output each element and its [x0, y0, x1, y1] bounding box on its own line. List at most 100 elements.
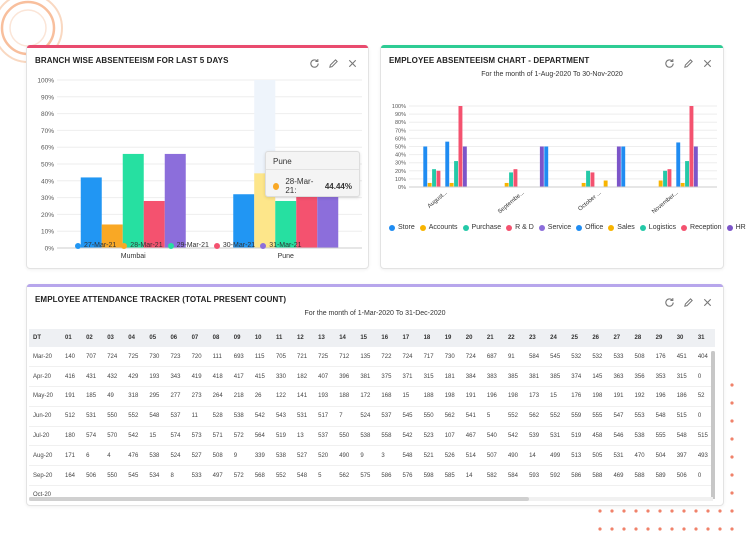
close-icon[interactable] — [702, 56, 713, 68]
bar[interactable] — [590, 172, 595, 187]
column-header[interactable]: 09 — [229, 329, 251, 347]
refresh-icon[interactable] — [309, 56, 320, 68]
table-cell: 576 — [398, 465, 420, 487]
scrollbar-thumb[interactable] — [711, 351, 715, 499]
column-header[interactable]: 16 — [377, 329, 399, 347]
bar[interactable] — [233, 194, 255, 248]
column-header[interactable]: 11 — [271, 329, 294, 347]
legend-item[interactable]: 28-Mar-21 — [121, 242, 163, 249]
bar[interactable] — [449, 182, 454, 187]
legend-item[interactable]: 31-Mar-21 — [260, 242, 301, 249]
legend-item[interactable]: R & D — [506, 224, 534, 231]
bar[interactable] — [80, 177, 102, 248]
bar[interactable] — [539, 146, 544, 188]
column-header[interactable]: 20 — [461, 329, 483, 347]
column-header[interactable]: 15 — [356, 329, 378, 347]
close-icon[interactable] — [702, 295, 713, 307]
horizontal-scrollbar[interactable] — [29, 497, 713, 501]
column-header[interactable]: 02 — [82, 329, 104, 347]
column-header[interactable]: DT — [29, 329, 61, 347]
legend-item[interactable]: Store — [389, 224, 415, 231]
column-header[interactable]: 30 — [672, 329, 694, 347]
column-header[interactable]: 14 — [335, 329, 357, 347]
bar[interactable] — [101, 224, 123, 248]
column-header[interactable]: 29 — [651, 329, 673, 347]
column-header[interactable]: 05 — [145, 329, 167, 347]
bar[interactable] — [693, 146, 698, 188]
bar[interactable] — [275, 200, 297, 248]
column-header[interactable]: 19 — [440, 329, 462, 347]
bar[interactable] — [458, 106, 463, 187]
bar[interactable] — [658, 180, 663, 187]
bar[interactable] — [436, 170, 441, 187]
bar[interactable] — [616, 146, 621, 188]
bar[interactable] — [676, 142, 681, 187]
x-category-label: October ... — [577, 190, 603, 213]
legend-item[interactable]: Service — [538, 224, 571, 231]
column-header[interactable]: 27 — [609, 329, 631, 347]
legend-item[interactable]: 29-Mar-21 — [167, 242, 209, 249]
bar[interactable] — [423, 146, 428, 188]
bar[interactable] — [454, 161, 458, 187]
legend-item[interactable]: Purchase — [462, 224, 501, 231]
edit-icon[interactable] — [683, 56, 694, 68]
bar[interactable] — [603, 180, 608, 187]
bar[interactable] — [581, 182, 586, 187]
column-header[interactable]: 28 — [630, 329, 652, 347]
column-header[interactable]: 18 — [419, 329, 441, 347]
column-header[interactable]: 03 — [103, 329, 125, 347]
scrollbar-thumb[interactable] — [29, 497, 529, 501]
column-header[interactable]: 01 — [61, 329, 83, 347]
bar[interactable] — [680, 182, 685, 187]
bar[interactable] — [513, 169, 518, 187]
bar[interactable] — [432, 169, 436, 187]
legend-item[interactable]: HR — [726, 224, 746, 231]
edit-icon[interactable] — [683, 295, 694, 307]
column-header[interactable]: 12 — [293, 329, 315, 347]
vertical-scrollbar[interactable] — [711, 351, 715, 499]
bar[interactable] — [427, 182, 432, 187]
refresh-icon[interactable] — [664, 56, 675, 68]
legend-item[interactable]: 27-Mar-21 — [75, 242, 116, 249]
edit-icon[interactable] — [328, 56, 339, 68]
column-header[interactable]: 31 — [693, 329, 715, 347]
legend-item[interactable]: Reception — [681, 224, 722, 231]
column-header[interactable]: 07 — [187, 329, 209, 347]
legend-item[interactable]: Accounts — [419, 224, 458, 231]
column-header[interactable]: 22 — [503, 329, 526, 347]
close-icon[interactable] — [347, 56, 358, 68]
bar[interactable] — [689, 106, 694, 187]
bar[interactable] — [122, 153, 144, 248]
legend-item[interactable]: 30-Mar-21 — [213, 242, 255, 249]
column-header[interactable]: 26 — [588, 329, 610, 347]
column-header[interactable]: 17 — [398, 329, 420, 347]
column-header[interactable]: 24 — [546, 329, 568, 347]
bar[interactable] — [504, 182, 509, 187]
bar[interactable] — [164, 153, 186, 248]
bar[interactable] — [509, 172, 513, 187]
legend-item[interactable]: Office — [576, 224, 603, 231]
refresh-icon[interactable] — [664, 295, 675, 307]
column-header[interactable]: 21 — [482, 329, 504, 347]
legend-item[interactable]: Sales — [608, 224, 635, 231]
bar[interactable] — [143, 200, 165, 248]
bar[interactable] — [685, 161, 689, 187]
bar[interactable] — [667, 169, 672, 187]
column-header[interactable]: 04 — [124, 329, 146, 347]
column-header[interactable]: 06 — [166, 329, 188, 347]
bar[interactable] — [586, 170, 590, 187]
bar[interactable] — [445, 141, 450, 187]
column-header[interactable]: 08 — [208, 329, 230, 347]
column-header[interactable]: 23 — [525, 329, 547, 347]
column-header[interactable]: 10 — [250, 329, 272, 347]
bar[interactable] — [462, 146, 467, 188]
bar[interactable] — [663, 170, 667, 187]
table-cell: 192 — [630, 386, 652, 407]
bar[interactable] — [544, 146, 549, 188]
legend-item[interactable]: Logistics — [639, 224, 676, 231]
table-cell: 586 — [377, 465, 399, 487]
table-cell — [377, 485, 399, 499]
column-header[interactable]: 25 — [567, 329, 589, 347]
bar[interactable] — [621, 146, 626, 188]
column-header[interactable]: 13 — [314, 329, 336, 347]
